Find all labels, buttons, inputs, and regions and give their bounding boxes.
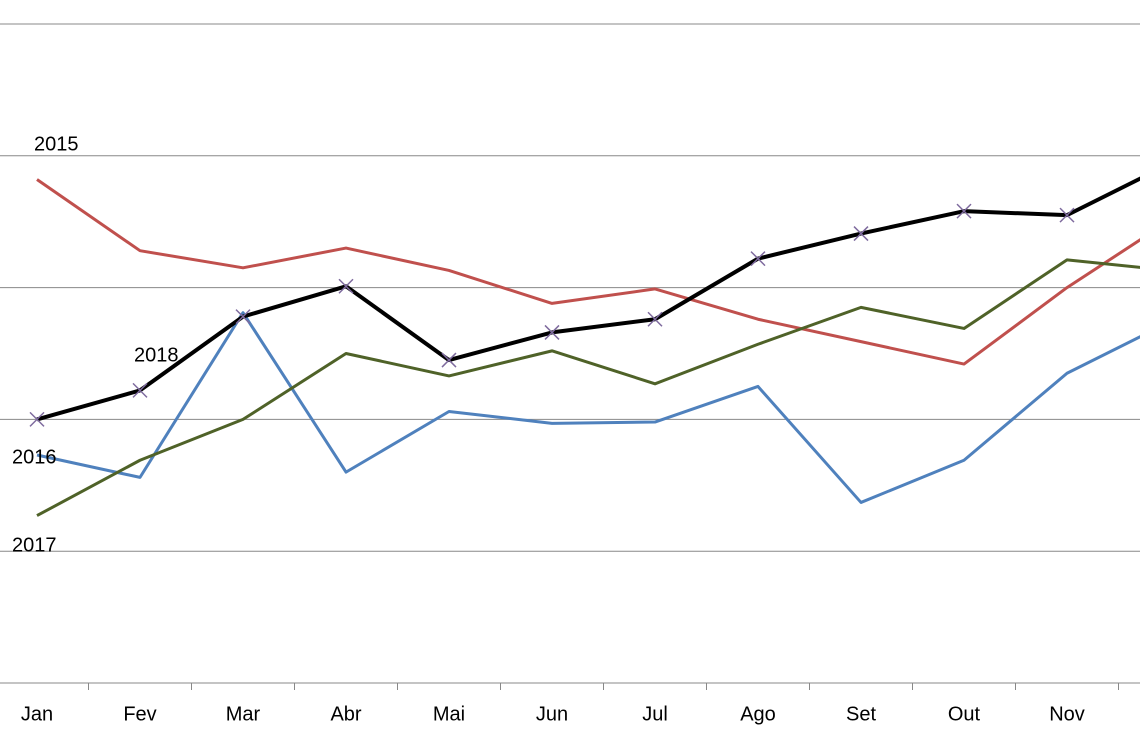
marker [647,311,663,327]
x-tick-label: Mai [433,703,465,725]
marker [1059,207,1075,223]
series-line [36,178,1140,366]
series-label: 2016 [12,446,57,468]
marker [29,411,45,427]
x-tick-label: Out [948,703,981,725]
series-line [36,311,1140,504]
x-tick-label: Set [846,703,876,725]
marker [441,352,457,368]
series-label: 2018 [134,344,179,366]
series-label: 2017 [12,534,57,556]
series-line [36,176,1140,422]
series-line [36,258,1140,517]
x-tick-label: Nov [1049,703,1085,725]
marker [750,251,766,267]
x-tick-label: Jun [536,703,568,725]
x-tick-label: Jan [21,703,53,725]
marker [544,324,560,340]
x-tick-label: Ago [740,703,776,725]
series-label: 2015 [34,133,79,155]
x-tick-label: Abr [330,703,361,725]
x-tick-label: Fev [123,703,156,725]
marker [338,278,354,294]
x-tick-label: Jul [642,703,668,725]
marker [132,382,148,398]
marker [853,226,869,242]
x-tick-label: Mar [226,703,261,725]
marker [956,203,972,219]
marker [235,309,251,325]
